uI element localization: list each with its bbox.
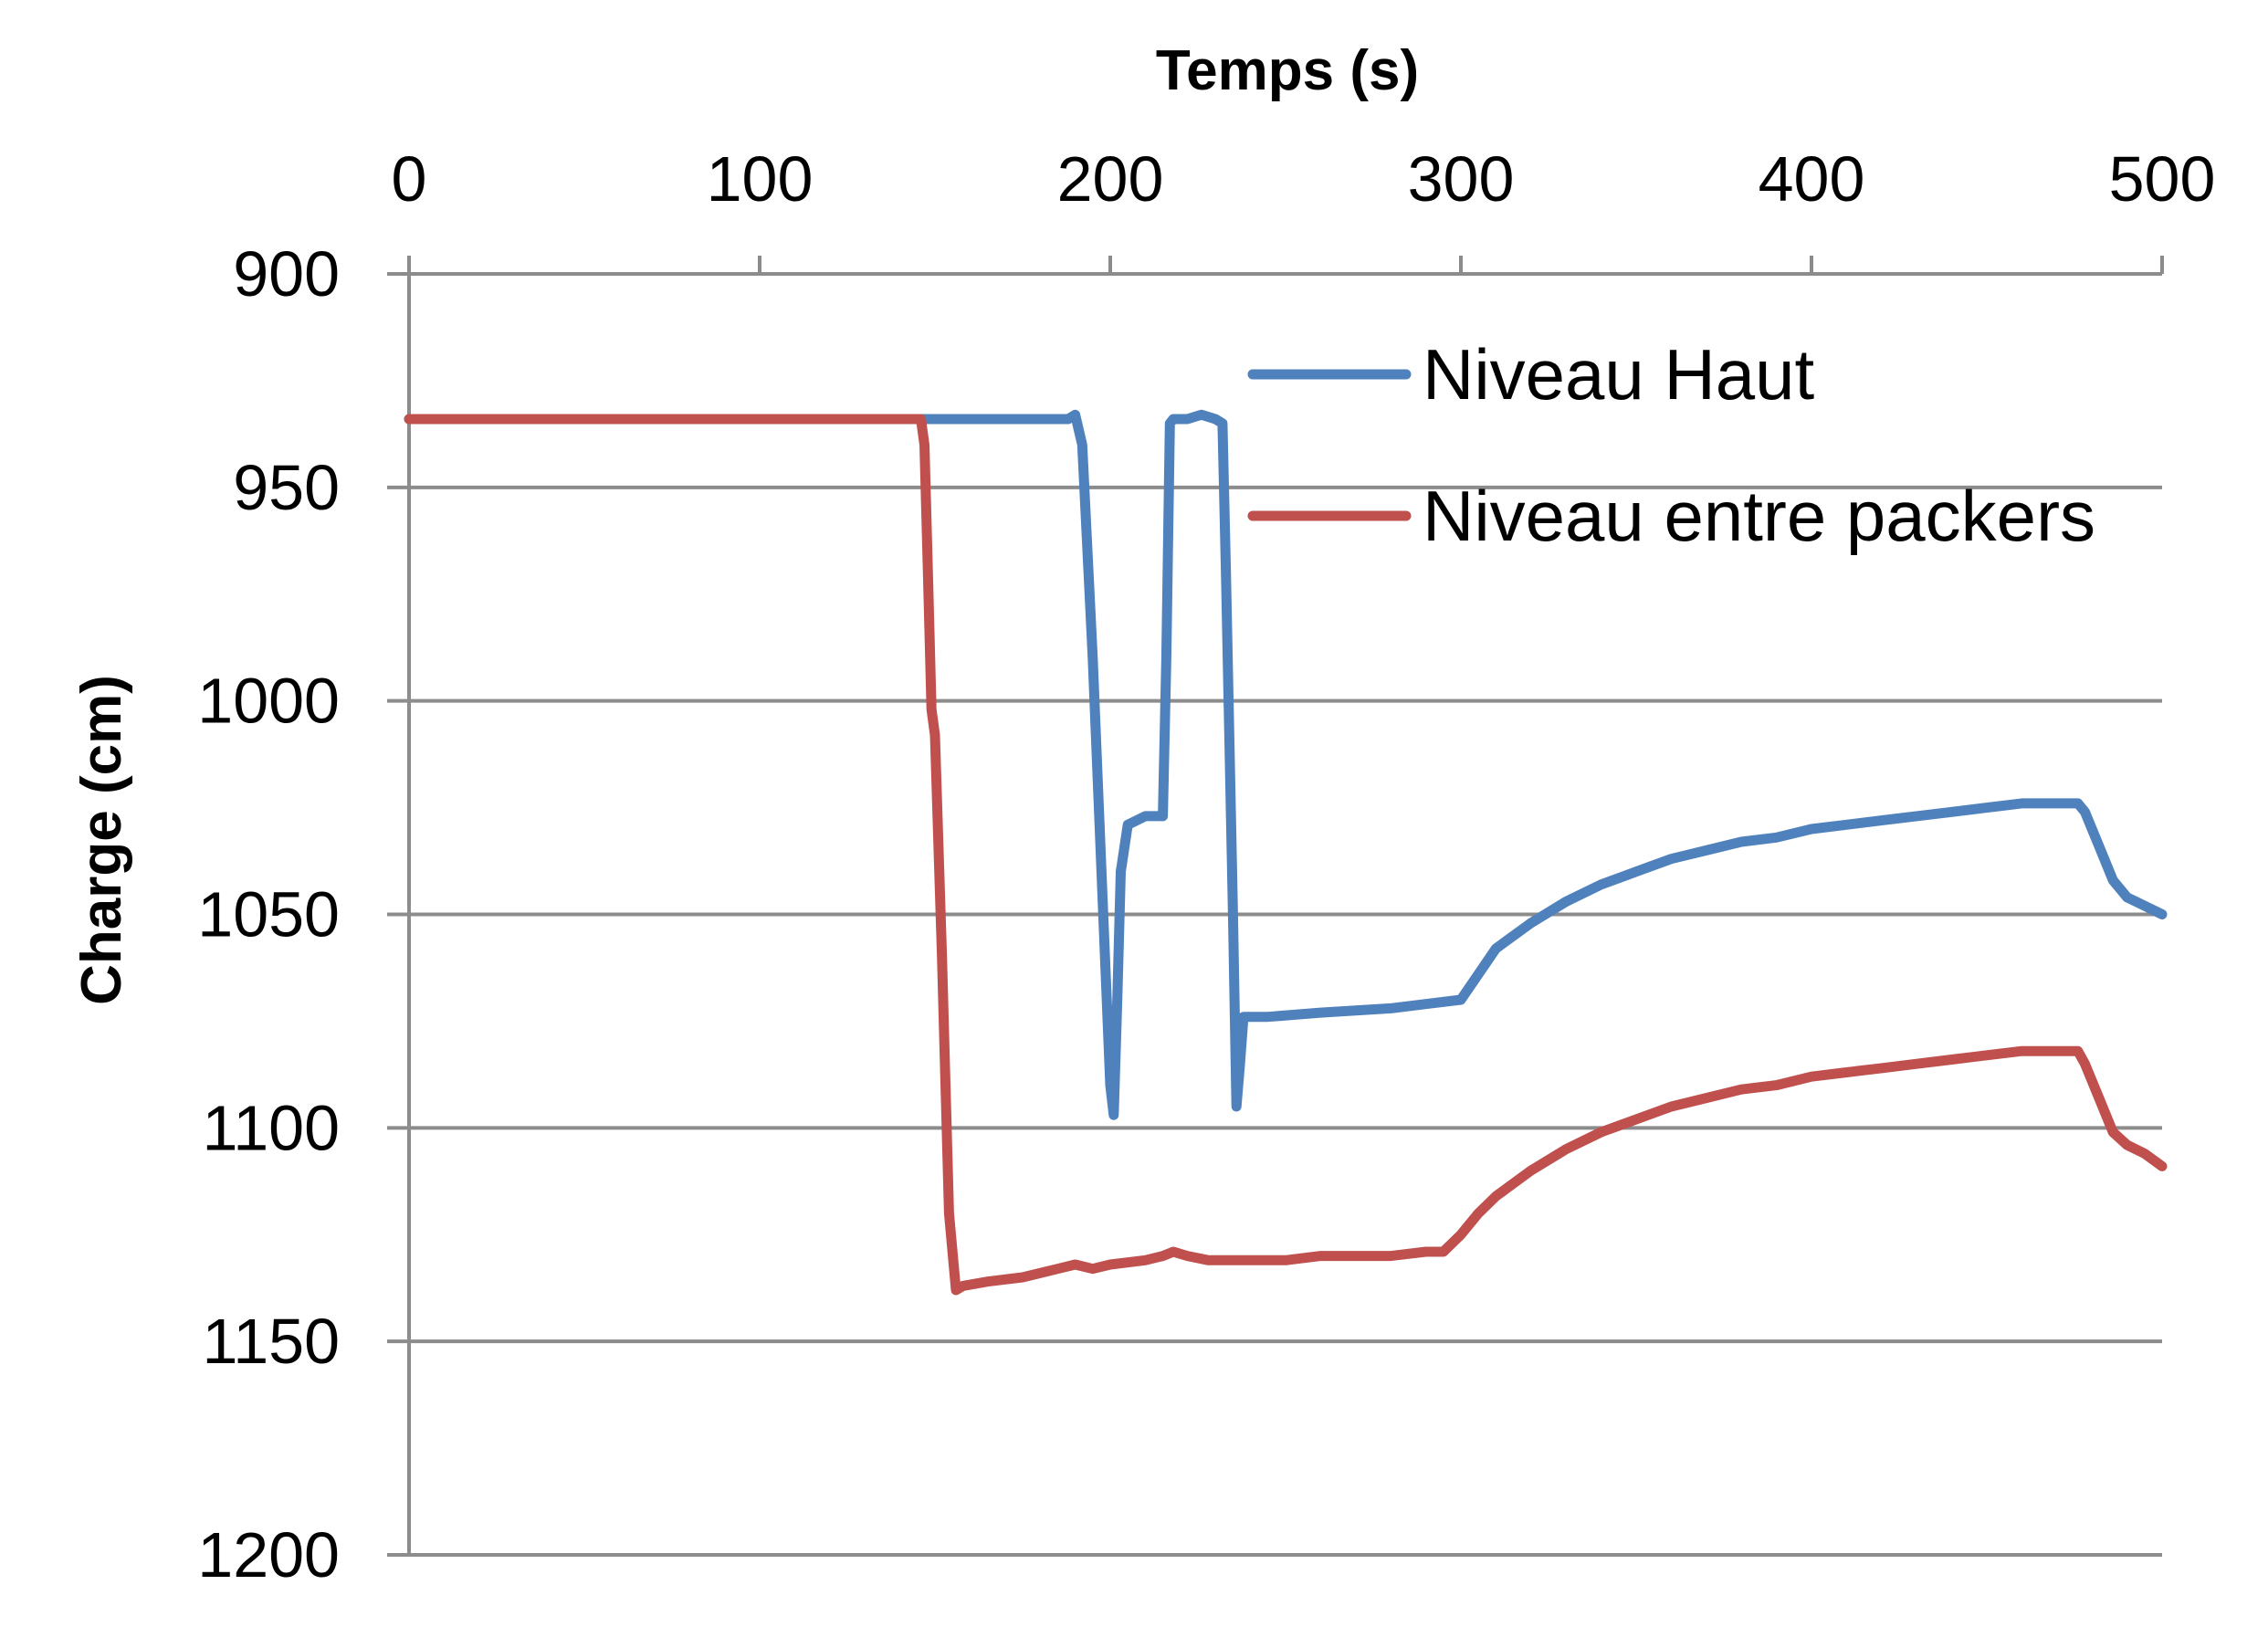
y-tick-label: 950	[233, 452, 340, 523]
x-tick-labels: 0 100 200 300 400 500	[392, 143, 2216, 215]
legend-label: Niveau Haut	[1423, 334, 1815, 415]
y-gridlines	[387, 272, 2162, 1557]
series-line-1	[404, 409, 2168, 1120]
x-tick-label: 300	[1408, 143, 1515, 215]
series-lines	[404, 409, 2168, 1296]
legend: Niveau Haut Niveau entre packers	[1247, 334, 2095, 556]
x-tick-label: 200	[1057, 143, 1164, 215]
y-tick-label: 900	[233, 238, 340, 310]
x-tick-label: 100	[707, 143, 814, 215]
y-tick-labels: 900 950 1000 1050 1100 1150 1200	[197, 238, 340, 1590]
legend-label: Niveau entre packers	[1423, 476, 2095, 556]
y-tick-label: 1000	[197, 666, 340, 737]
series-line-2	[404, 414, 2168, 1296]
x-tick-label: 500	[2109, 143, 2216, 215]
x-tick-label: 400	[1759, 143, 1865, 215]
y-tick-label: 1150	[202, 1306, 340, 1377]
y-axis-title: Charge (cm)	[70, 675, 133, 1005]
x-axis-title: Temps (s)	[1156, 39, 1419, 102]
axes	[407, 256, 2164, 1555]
y-tick-label: 1100	[202, 1092, 340, 1163]
x-tick-label: 0	[392, 143, 427, 215]
y-tick-label: 1200	[197, 1519, 340, 1590]
y-tick-label: 1050	[197, 879, 340, 950]
